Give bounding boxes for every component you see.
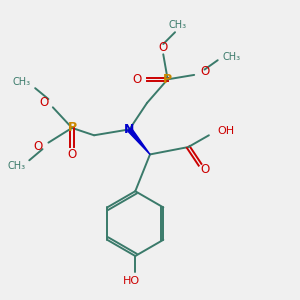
Text: N: N xyxy=(124,123,135,136)
Text: HO: HO xyxy=(123,276,140,286)
Text: O: O xyxy=(159,41,168,54)
Text: O: O xyxy=(67,148,76,161)
Text: O: O xyxy=(201,163,210,176)
Text: CH₃: CH₃ xyxy=(13,77,31,87)
Text: CH₃: CH₃ xyxy=(169,20,187,30)
Text: O: O xyxy=(201,65,210,79)
Text: O: O xyxy=(132,73,141,86)
Text: P: P xyxy=(163,73,172,86)
Text: CH₃: CH₃ xyxy=(222,52,240,62)
Text: O: O xyxy=(33,140,43,153)
Text: OH: OH xyxy=(218,126,235,136)
Text: CH₃: CH₃ xyxy=(7,160,26,171)
Polygon shape xyxy=(128,128,150,154)
Text: O: O xyxy=(39,95,48,109)
Text: P: P xyxy=(68,122,76,134)
